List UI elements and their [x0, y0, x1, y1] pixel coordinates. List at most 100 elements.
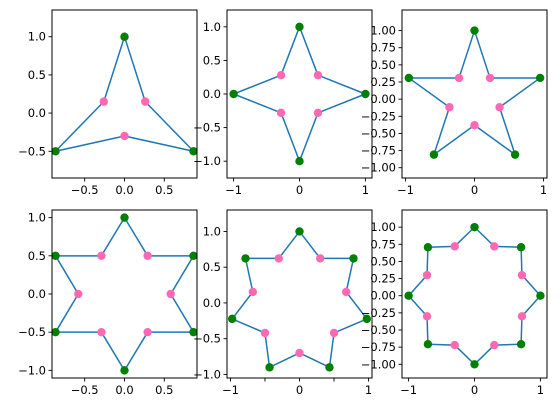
y-tick-label: 0.75 [370, 41, 396, 55]
inner-point-marker [316, 254, 325, 263]
plot-area [229, 22, 370, 166]
inner-point-marker [276, 108, 286, 118]
inner-point-marker [422, 270, 432, 280]
x-tick-label: −1 [397, 183, 414, 197]
outer-point-marker [404, 73, 414, 83]
inner-point-marker [517, 270, 527, 280]
subplot-4: −0.5 0.0 0.5 −1.0 −0.5 0.0 0.5 1.0 [18, 209, 198, 397]
inner-point-marker [99, 97, 108, 106]
inner-point-marker [454, 73, 464, 83]
outer-point-marker [120, 32, 129, 41]
plot-area [404, 26, 545, 159]
outer-point-marker [423, 243, 433, 252]
outer-point-marker [470, 360, 479, 369]
x-tick-label: −1 [222, 383, 239, 397]
outer-point-marker [120, 213, 129, 222]
subplot-2: −1 0 1 −1.0 −0.5 0.0 0.5 1.0 [193, 9, 373, 197]
y-tick-label: −0.25 [361, 109, 396, 123]
outer-point-marker [470, 222, 479, 232]
x-tick-label: 1 [540, 183, 547, 197]
x-tick-label: −1 [225, 183, 242, 197]
y-tick-label: −0.25 [361, 306, 396, 320]
star-line [231, 230, 368, 369]
inner-point-marker [295, 348, 304, 358]
y-tick-label: 0.00 [370, 289, 396, 303]
x-tick-label: −1 [400, 383, 417, 397]
plot-area [52, 32, 197, 156]
inner-point-marker [313, 108, 323, 118]
axes-frame [401, 9, 548, 179]
axes-frame [51, 209, 198, 379]
y-tick-label: 1.00 [370, 220, 396, 234]
y-tick-label: −1.00 [361, 357, 396, 371]
outer-point-marker [516, 339, 526, 349]
plot-area [52, 213, 197, 375]
inner-point-marker [74, 289, 83, 299]
y-tick-label: −0.5 [193, 121, 221, 135]
inner-point-marker [450, 242, 459, 251]
y-tick-label: 0.75 [370, 237, 396, 251]
y-tick-label: 0.0 [203, 87, 221, 101]
y-tick-label: −1.0 [18, 363, 46, 377]
outer-point-marker [52, 251, 60, 261]
y-tick-label: 0.5 [28, 249, 46, 263]
y-tick-label: 0.50 [370, 254, 396, 268]
outer-point-marker [535, 73, 545, 83]
star-line [232, 26, 367, 162]
inner-point-marker [450, 340, 459, 350]
y-tick-label: −0.5 [18, 325, 46, 339]
outer-point-marker [189, 147, 197, 156]
x-tick-label: 1 [365, 383, 372, 397]
y-tick-label: 0.0 [203, 296, 221, 310]
inner-point-marker [248, 287, 258, 297]
y-tick-label: −0.75 [361, 340, 396, 354]
x-tick-label: 0.5 [155, 383, 173, 397]
outer-point-marker [536, 291, 545, 300]
inner-point-marker [445, 103, 454, 112]
inner-point-marker [517, 312, 527, 321]
y-tick-label: 0.5 [28, 68, 46, 82]
y-tick-label: 1.0 [203, 224, 221, 238]
outer-point-marker [189, 327, 197, 337]
x-tick-label: 0 [471, 383, 478, 397]
y-tick-label: −0.75 [361, 144, 396, 158]
inner-point-marker [97, 251, 106, 261]
outer-point-marker [295, 22, 304, 31]
y-tick-label: 0.5 [203, 53, 221, 67]
y-tick-label: 1.0 [28, 211, 46, 225]
outer-point-marker [52, 147, 60, 156]
outer-point-marker [227, 314, 237, 324]
x-tick-label: 0 [296, 383, 303, 397]
x-tick-label: 0.5 [155, 183, 173, 197]
outer-point-marker [265, 363, 274, 372]
subplot-3: −1 0 1 −1.00 −0.75 −0.50 −0.25 0.00 0.25 0.50 0.75… [361, 9, 548, 197]
y-tick-label: −1.0 [193, 154, 221, 168]
inner-point-marker [329, 328, 339, 338]
inner-point-marker [495, 103, 504, 112]
inner-point-marker [490, 340, 499, 350]
y-tick-label: −0.5 [18, 144, 46, 158]
outer-point-marker [423, 339, 433, 349]
outer-point-marker [429, 150, 439, 159]
plot-area [227, 227, 372, 372]
y-tick-label: 1.00 [370, 24, 396, 38]
outer-point-marker [516, 243, 526, 252]
y-tick-label: 1.0 [28, 30, 46, 44]
y-tick-label: −1.00 [361, 161, 396, 175]
y-tick-label: −0.50 [361, 126, 396, 140]
outer-point-marker [362, 314, 372, 324]
outer-point-marker [229, 89, 238, 99]
plot-area [404, 222, 545, 369]
y-tick-label: −0.5 [193, 332, 221, 346]
y-tick-label: 0.0 [28, 287, 46, 301]
inner-point-marker [485, 73, 495, 83]
x-tick-label: 0 [296, 183, 303, 197]
y-tick-label: 0.50 [370, 58, 396, 72]
inner-point-marker [422, 312, 432, 321]
axes-frame [226, 9, 373, 179]
y-tick-label: −1.0 [193, 367, 221, 381]
x-tick-label: 1 [537, 383, 544, 397]
subplot-6: −1 0 1 −1.00 −0.75 −0.50 −0.25 0.00 0.25 0.50 0.75… [361, 209, 548, 397]
outer-point-marker [52, 327, 60, 337]
